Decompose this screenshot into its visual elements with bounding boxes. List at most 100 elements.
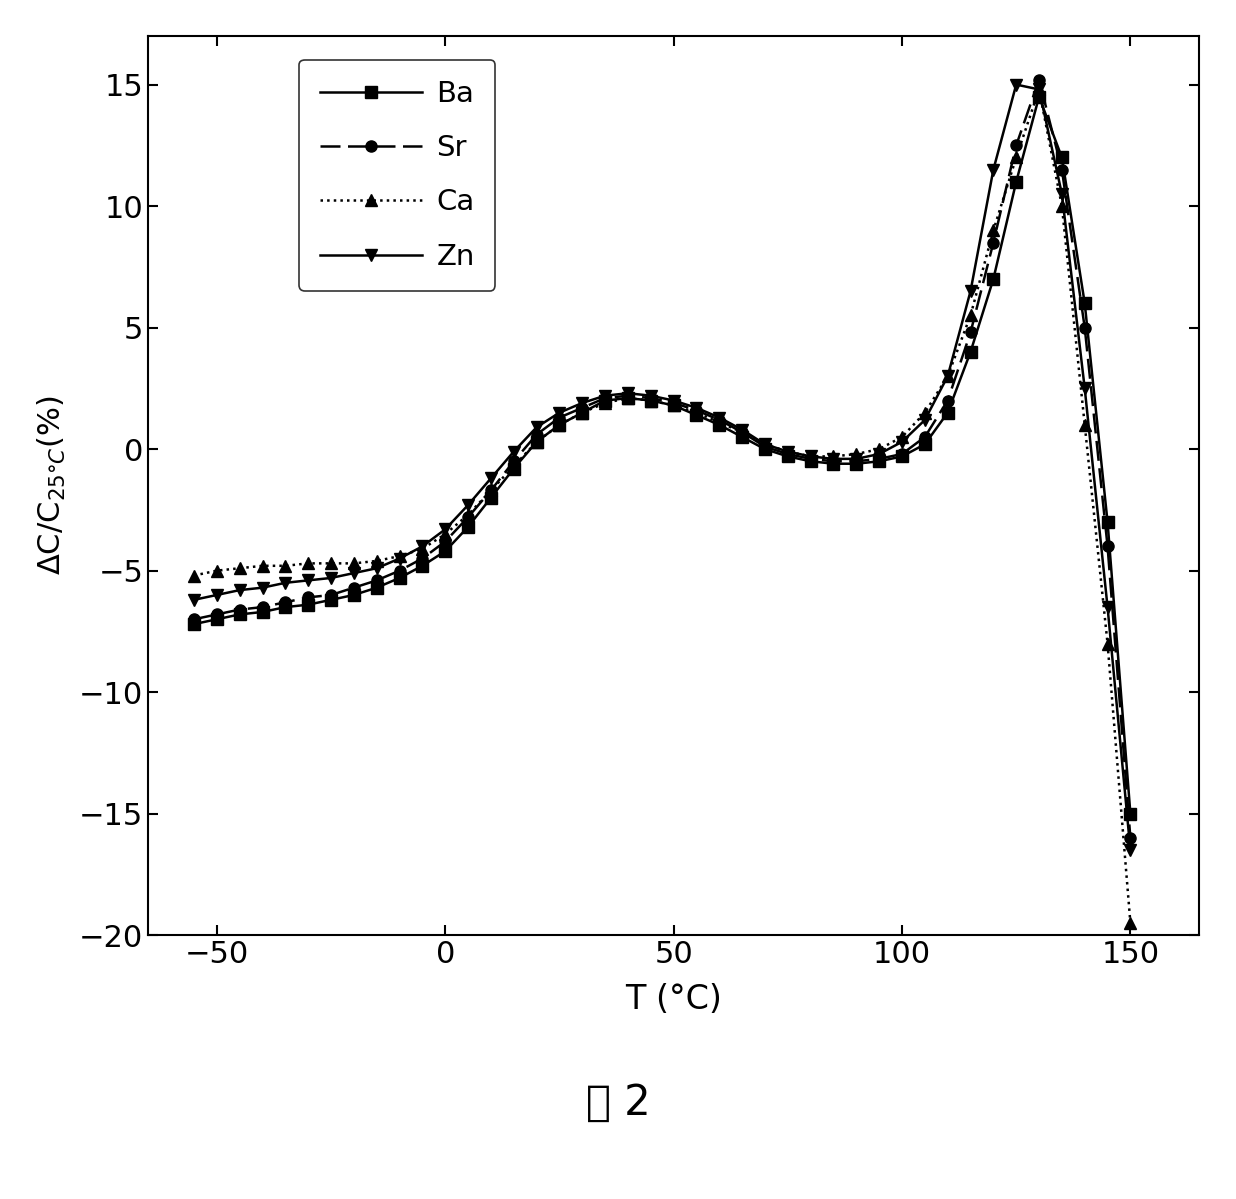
- Sr: [644, 391, 659, 405]
- Sr: [300, 590, 315, 604]
- Sr: [1032, 72, 1047, 86]
- Ca: [187, 568, 201, 583]
- Ba: [1054, 150, 1069, 164]
- Sr: [529, 427, 544, 441]
- Sr: [255, 600, 269, 614]
- Line: Ca: Ca: [188, 84, 1136, 928]
- Ca: [392, 549, 407, 564]
- Ba: [324, 592, 339, 607]
- Ca: [644, 393, 659, 408]
- Zn: [370, 561, 384, 576]
- Sr: [187, 611, 201, 626]
- Sr: [688, 403, 703, 417]
- Sr: [461, 510, 476, 524]
- Sr: [392, 564, 407, 578]
- Zn: [895, 435, 910, 450]
- Ba: [1009, 175, 1023, 189]
- Ba: [438, 544, 452, 559]
- Ca: [1054, 199, 1069, 213]
- Ba: [849, 457, 864, 471]
- Zn: [620, 386, 635, 400]
- Ca: [507, 459, 522, 474]
- Sr: [803, 452, 818, 466]
- Ca: [849, 447, 864, 462]
- Zn: [941, 369, 955, 384]
- X-axis label: T (°C): T (°C): [625, 983, 722, 1016]
- Ca: [758, 438, 772, 452]
- Ba: [1032, 90, 1047, 104]
- Zn: [688, 400, 703, 415]
- Zn: [803, 450, 818, 464]
- Ba: [941, 405, 955, 420]
- Ca: [529, 435, 544, 450]
- Sr: [1054, 162, 1069, 176]
- Zn: [666, 393, 681, 408]
- Ca: [1078, 417, 1093, 432]
- Zn: [507, 445, 522, 459]
- Ba: [917, 438, 932, 452]
- Ca: [232, 561, 247, 576]
- Sr: [278, 595, 293, 609]
- Ba: [392, 571, 407, 585]
- Text: 图 2: 图 2: [586, 1081, 650, 1125]
- Zn: [300, 573, 315, 588]
- Ba: [461, 519, 476, 534]
- Ca: [688, 405, 703, 420]
- Ca: [575, 405, 590, 420]
- Ba: [255, 604, 269, 619]
- Zn: [598, 388, 613, 403]
- Sr: [209, 607, 224, 621]
- Ca: [986, 223, 1001, 237]
- Ca: [300, 556, 315, 571]
- Zn: [986, 162, 1001, 176]
- Zn: [644, 388, 659, 403]
- Sr: [620, 388, 635, 403]
- Sr: [1078, 320, 1093, 335]
- Zn: [963, 284, 978, 299]
- Sr: [734, 424, 749, 439]
- Line: Zn: Zn: [188, 79, 1136, 856]
- Ca: [1100, 637, 1115, 651]
- Zn: [324, 571, 339, 585]
- Ca: [598, 396, 613, 410]
- Zn: [826, 452, 840, 466]
- Ba: [826, 457, 840, 471]
- Ca: [826, 450, 840, 464]
- Ba: [712, 417, 727, 432]
- Sr: [849, 454, 864, 469]
- Zn: [1009, 78, 1023, 92]
- Ba: [415, 559, 430, 573]
- Zn: [438, 522, 452, 536]
- Ca: [483, 483, 498, 498]
- Sr: [1124, 831, 1138, 845]
- Ba: [187, 617, 201, 632]
- Zn: [1078, 381, 1093, 396]
- Zn: [1100, 600, 1115, 614]
- Ba: [346, 588, 361, 602]
- Ca: [620, 391, 635, 405]
- Sr: [552, 410, 567, 424]
- Ca: [415, 542, 430, 556]
- Ba: [734, 429, 749, 444]
- Ca: [803, 450, 818, 464]
- Zn: [461, 498, 476, 512]
- Ca: [780, 445, 795, 459]
- Zn: [392, 552, 407, 566]
- Ba: [575, 405, 590, 420]
- Ca: [1009, 150, 1023, 164]
- Ca: [895, 429, 910, 444]
- Zn: [483, 471, 498, 486]
- Zn: [415, 540, 430, 554]
- Ba: [803, 454, 818, 469]
- Ba: [278, 600, 293, 614]
- Ca: [734, 424, 749, 439]
- Sr: [324, 588, 339, 602]
- Ca: [552, 417, 567, 432]
- Ca: [461, 507, 476, 522]
- Ca: [917, 405, 932, 420]
- Sr: [963, 325, 978, 339]
- Sr: [483, 483, 498, 498]
- Sr: [1009, 138, 1023, 152]
- Ba: [507, 462, 522, 476]
- Sr: [895, 447, 910, 462]
